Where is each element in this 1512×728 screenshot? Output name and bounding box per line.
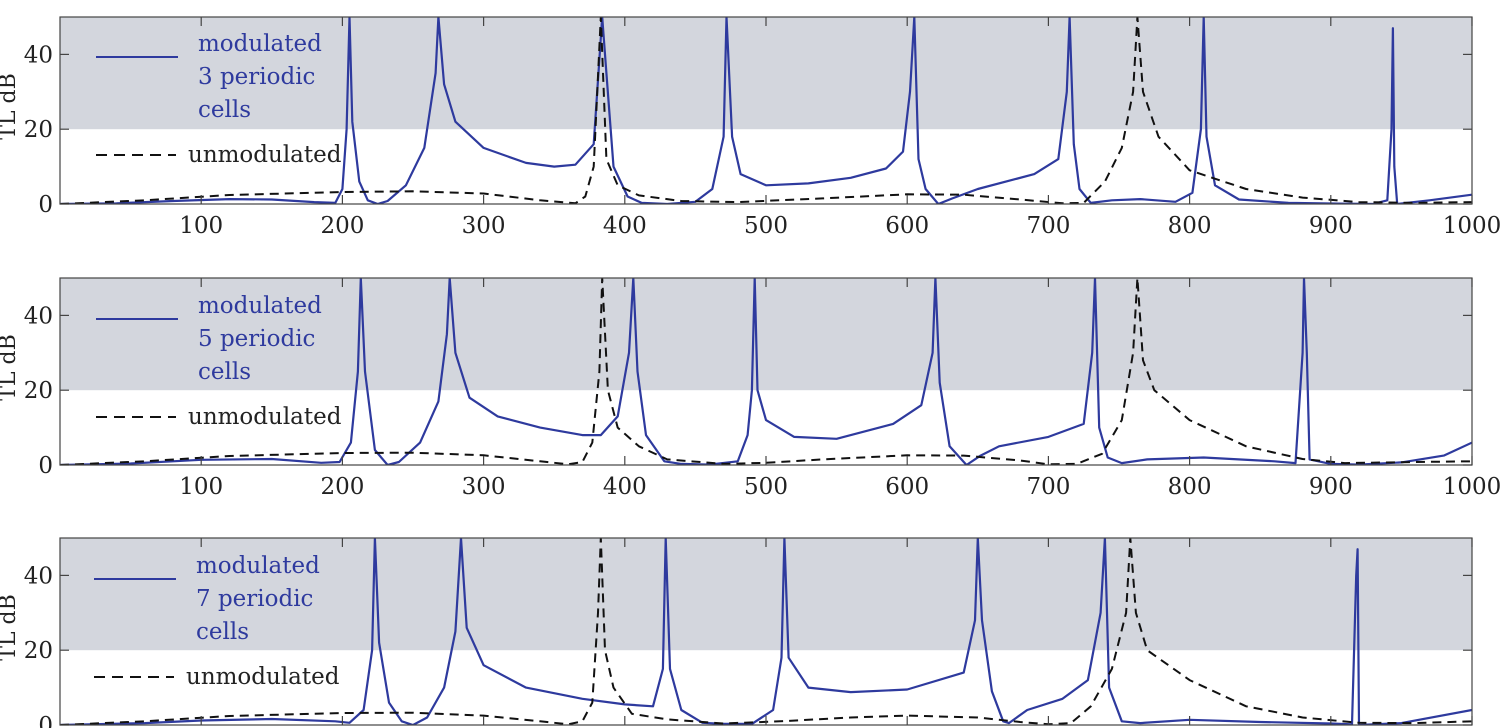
x-tick-label: 800: [1168, 474, 1212, 500]
x-tick-label: 700: [1026, 474, 1070, 500]
shaded-band: [60, 278, 1472, 391]
legend-label-modulated: modulated: [196, 553, 320, 579]
x-tick-label: 600: [885, 213, 929, 239]
legend-label-unmodulated: unmodulated: [186, 664, 340, 690]
series-unmodulated: [60, 538, 1472, 725]
legend-label-modulated: cells: [196, 619, 249, 645]
series-modulated: [60, 17, 1472, 204]
y-axis-label: TL dB: [0, 334, 21, 401]
x-tick-label: 1000: [1443, 213, 1502, 239]
legend-label-modulated: 7 periodic: [196, 586, 313, 612]
x-tick-label: 600: [885, 474, 929, 500]
x-tick-label: 200: [320, 474, 364, 500]
shaded-band: [60, 17, 1472, 130]
y-tick-label: 20: [24, 378, 53, 404]
legend: modulated 3 periodic cells unmodulated: [96, 31, 342, 168]
y-tick-label: 20: [24, 638, 53, 664]
y-tick-label: 40: [24, 563, 53, 589]
x-tick-label: 400: [603, 213, 647, 239]
series-modulated: [60, 538, 1472, 725]
y-axis-label: TL dB: [0, 73, 21, 140]
x-tick-label: 700: [1026, 213, 1070, 239]
legend: modulated 7 periodic cells unmodulated: [94, 553, 340, 690]
x-tick-label: 300: [462, 474, 506, 500]
x-tick-label: 100: [179, 474, 223, 500]
y-tick-label: 0: [38, 713, 53, 728]
x-tick-label: 300: [462, 213, 506, 239]
legend-label-modulated: cells: [198, 359, 251, 385]
y-tick-label: 40: [24, 303, 53, 329]
legend-label-unmodulated: unmodulated: [188, 142, 342, 168]
x-tick-label: 500: [744, 474, 788, 500]
x-tick-label: 1000: [1443, 474, 1502, 500]
x-tick-label: 400: [603, 474, 647, 500]
x-tick-label: 800: [1168, 213, 1212, 239]
y-tick-label: 0: [38, 192, 53, 218]
y-tick-label: 0: [38, 453, 53, 479]
legend-label-modulated: 5 periodic: [198, 326, 315, 352]
legend-label-modulated: modulated: [198, 31, 322, 57]
y-tick-label: 40: [24, 42, 53, 68]
y-tick-label: 20: [24, 117, 53, 143]
x-tick-label: 900: [1309, 474, 1353, 500]
x-tick-label: 500: [744, 213, 788, 239]
legend-label-modulated: modulated: [198, 293, 322, 319]
x-tick-label: 200: [320, 213, 364, 239]
shaded-band: [60, 538, 1472, 651]
series-unmodulated: [60, 278, 1472, 465]
series-unmodulated: [60, 17, 1472, 204]
legend: modulated 5 periodic cells unmodulated: [96, 293, 342, 430]
legend-label-modulated: 3 periodic: [198, 64, 315, 90]
x-tick-label: 100: [179, 213, 223, 239]
legend-label-modulated: cells: [198, 97, 251, 123]
legend-label-unmodulated: unmodulated: [188, 404, 342, 430]
x-tick-label: 900: [1309, 213, 1353, 239]
y-axis-label: TL dB: [0, 594, 21, 661]
